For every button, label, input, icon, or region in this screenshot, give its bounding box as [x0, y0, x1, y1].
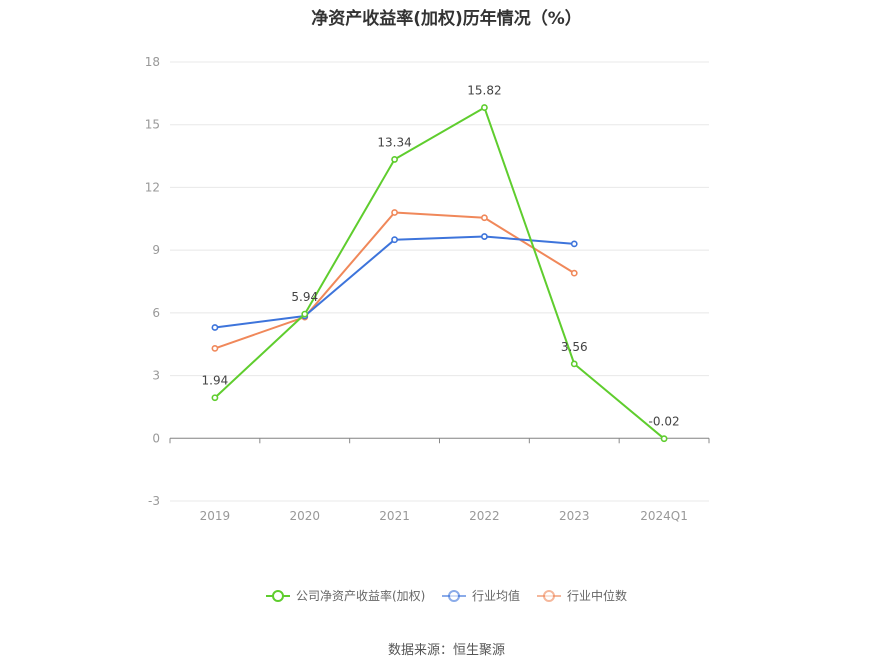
- x-tick-label: 2021: [379, 509, 410, 523]
- legend-marker: [543, 590, 555, 602]
- legend-label: 行业中位数: [567, 588, 627, 603]
- legend-item[interactable]: 行业均值: [442, 588, 520, 603]
- y-tick-label: 18: [145, 55, 160, 69]
- y-tick-label: 12: [145, 180, 160, 194]
- y-tick-label: 3: [152, 369, 160, 383]
- data-point[interactable]: [301, 310, 309, 318]
- data-point[interactable]: [211, 394, 219, 402]
- data-labels: 1.94 5.94 13.34 15.82 3.56 -0.02: [202, 84, 680, 429]
- series-line: [214, 106, 665, 440]
- series-lines: [211, 104, 668, 443]
- legend-label: 公司净资产收益率(加权): [296, 588, 425, 603]
- y-tick-label: 15: [145, 118, 160, 132]
- grid-lines: [170, 61, 709, 502]
- x-tick-label: 2024Q1: [640, 509, 688, 523]
- axes: -3 0 3 6 9 12 15 18 2019 2020 2021 2022 2023 2024Q1: [145, 55, 710, 523]
- data-point[interactable]: [211, 344, 219, 352]
- y-tick-label: 6: [152, 306, 160, 320]
- legend-marker: [448, 590, 460, 602]
- data-point[interactable]: [481, 214, 488, 222]
- data-point[interactable]: [391, 156, 398, 163]
- x-tick-label: 2019: [200, 509, 231, 523]
- legend[interactable]: 公司净资产收益率(加权) 行业均值 行业中位数: [266, 588, 627, 603]
- legend-item[interactable]: 公司净资产收益率(加权): [266, 588, 425, 603]
- y-tick-label: 9: [152, 243, 160, 257]
- data-point[interactable]: [570, 269, 578, 277]
- legend-marker: [272, 590, 284, 602]
- data-point[interactable]: [570, 360, 578, 368]
- legend-label: 行业均值: [472, 588, 520, 603]
- x-tick-label: 2022: [469, 509, 500, 523]
- data-label: 15.82: [467, 84, 501, 98]
- y-tick-label: -3: [148, 494, 160, 508]
- y-tick-label: 0: [152, 431, 160, 445]
- data-label: 13.34: [377, 135, 411, 149]
- data-point[interactable]: [391, 209, 398, 216]
- data-source: 数据来源：恒生聚源: [387, 643, 505, 658]
- x-tick-label: 2023: [559, 509, 590, 523]
- data-label: 5.94: [291, 290, 318, 304]
- data-point[interactable]: [481, 233, 488, 240]
- data-point[interactable]: [391, 236, 398, 244]
- series-line: [214, 211, 575, 350]
- data-point[interactable]: [570, 240, 578, 248]
- data-point[interactable]: [481, 104, 488, 111]
- data-label: -0.02: [649, 415, 680, 429]
- data-point[interactable]: [211, 324, 219, 331]
- data-label: 1.94: [202, 374, 229, 388]
- data-label: 3.56: [561, 340, 588, 354]
- legend-item[interactable]: 行业中位数: [537, 588, 627, 603]
- chart-title: 净资产收益率(加权)历年情况（%）: [311, 9, 582, 29]
- x-tick-label: 2020: [289, 509, 320, 523]
- data-point[interactable]: [660, 435, 668, 443]
